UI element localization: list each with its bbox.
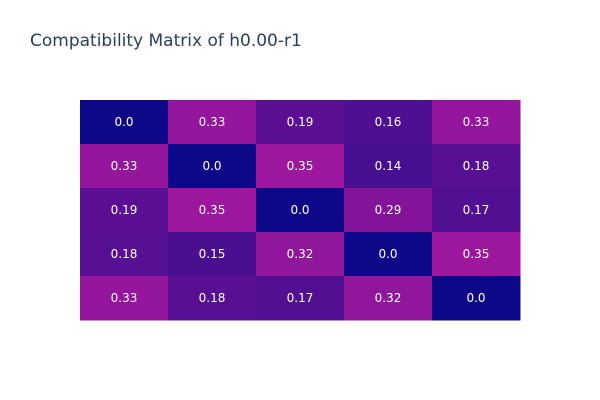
heatmap-cell-r2-c3 xyxy=(344,188,433,233)
heatmap-cell-label-r4-c4: 0.0 xyxy=(466,291,485,305)
heatmap-cell-r2-c4 xyxy=(432,188,521,233)
heatmap-cell-label-r0-c4: 0.33 xyxy=(463,115,490,129)
heatmap-cell-label-r0-c1: 0.33 xyxy=(199,115,226,129)
heatmap-cell-r1-c0 xyxy=(80,144,169,189)
heatmap-cell-label-r1-c4: 0.18 xyxy=(463,159,490,173)
heatmap-cell-label-r4-c3: 0.32 xyxy=(375,291,402,305)
heatmap-cell-label-r1-c2: 0.35 xyxy=(287,159,314,173)
heatmap-cell-label-r4-c0: 0.33 xyxy=(111,291,138,305)
heatmap-cell-label-r2-c1: 0.35 xyxy=(199,203,226,217)
heatmap-cell-label-r1-c1: 0.0 xyxy=(202,159,221,173)
chart-title: Compatibility Matrix of h0.00-r1 xyxy=(30,31,302,51)
heatmap-cell-label-r3-c0: 0.18 xyxy=(111,247,138,261)
heatmap-cell-r1-c4 xyxy=(432,144,521,189)
heatmap-cell-r0-c3 xyxy=(344,100,433,145)
heatmap-cell-r4-c0 xyxy=(80,276,169,321)
heatmap-cell-label-r3-c3: 0.0 xyxy=(378,247,397,261)
heatmap-cell-label-r3-c2: 0.32 xyxy=(287,247,314,261)
heatmap-cell-r3-c0 xyxy=(80,232,169,277)
heatmap-cell-r0-c1 xyxy=(168,100,257,145)
heatmap-cell-r3-c3 xyxy=(344,232,433,277)
heatmap-cell-label-r2-c2: 0.0 xyxy=(290,203,309,217)
heatmap-cell-r4-c1 xyxy=(168,276,257,321)
heatmap-cell-r3-c4 xyxy=(432,232,521,277)
heatmap-cell-r4-c2 xyxy=(256,276,345,321)
heatmap-cell-label-r4-c2: 0.17 xyxy=(287,291,314,305)
heatmap-cell-r1-c2 xyxy=(256,144,345,189)
heatmap-cell-label-r2-c4: 0.17 xyxy=(463,203,490,217)
heatmap-cell-label-r0-c2: 0.19 xyxy=(287,115,314,129)
heatmap-cell-r4-c4 xyxy=(432,276,521,321)
heatmap-cell-label-r3-c1: 0.15 xyxy=(199,247,226,261)
heatmap-cell-label-r3-c4: 0.35 xyxy=(463,247,490,261)
heatmap-cell-r0-c0 xyxy=(80,100,169,145)
heatmap-cell-label-r2-c3: 0.29 xyxy=(375,203,402,217)
heatmap-cell-r2-c2 xyxy=(256,188,345,233)
heatmap-cell-label-r4-c1: 0.18 xyxy=(199,291,226,305)
heatmap-cell-r1-c3 xyxy=(344,144,433,189)
heatmap-cell-label-r1-c0: 0.33 xyxy=(111,159,138,173)
heatmap-cell-r0-c2 xyxy=(256,100,345,145)
heatmap-cell-r0-c4 xyxy=(432,100,521,145)
heatmap-cell-label-r0-c0: 0.0 xyxy=(114,115,133,129)
heatmap-cell-label-r0-c3: 0.16 xyxy=(375,115,402,129)
heatmap-labels: 0.0 0.33 0.19 0.16 0.33 0.33 0.0 0.35 0.14 0.18 0.… xyxy=(111,115,490,305)
heatmap-cell-label-r2-c0: 0.19 xyxy=(111,203,138,217)
heatmap-cell-r3-c2 xyxy=(256,232,345,277)
heatmap-cell-r2-c1 xyxy=(168,188,257,233)
heatmap-cell-r2-c0 xyxy=(80,188,169,233)
heatmap-cells xyxy=(80,100,521,321)
heatmap-cell-r3-c1 xyxy=(168,232,257,277)
heatmap-cell-r4-c3 xyxy=(344,276,433,321)
heatmap-cell-r1-c1 xyxy=(168,144,257,189)
heatmap-cell-label-r1-c3: 0.14 xyxy=(375,159,402,173)
